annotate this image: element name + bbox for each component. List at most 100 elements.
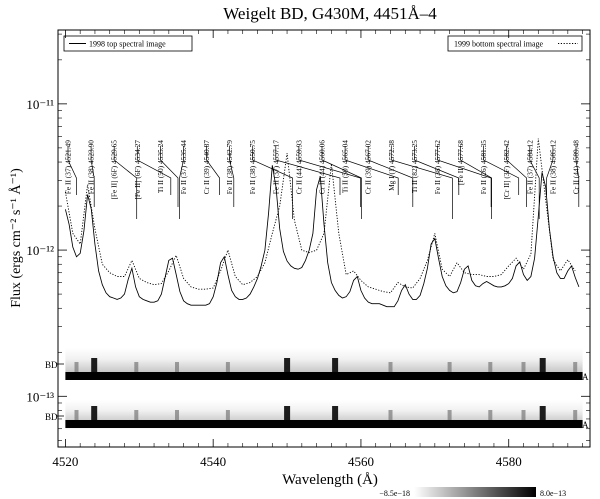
- spectral-image-emission: [284, 406, 291, 420]
- line-id-leader: [460, 146, 492, 219]
- line-id-label: Ti II (82) 4573.25: [410, 140, 419, 193]
- line-id-label: [Fe II] 4577.68: [456, 140, 465, 185]
- line-id-label: [Fe II] (6F) 4534.27: [133, 140, 142, 200]
- line-id-leader: [90, 146, 95, 207]
- colorbar-max-label: 8.0e−13: [540, 489, 566, 498]
- line-id-label: Fe II (38) 4523.90: [87, 140, 96, 194]
- x-axis-label: Wavelength (Å): [282, 472, 378, 488]
- spectral-image-emission: [573, 410, 578, 420]
- line-id-leader: [390, 146, 453, 219]
- chart-title: Weigelt BD, G430M, 4451Å–4: [223, 4, 437, 23]
- line-id-leader: [321, 146, 362, 219]
- spectral-image-emission: [388, 362, 393, 372]
- line-id-label: Fe II (38) 4585.12: [548, 140, 557, 194]
- line-id-leader: [113, 146, 138, 219]
- x-tick-label: 4540: [200, 454, 226, 469]
- spectral-image-emission: [332, 358, 339, 372]
- legend-label-left: 1998 top spectral image: [89, 40, 166, 49]
- spectral-image-emission: [539, 358, 546, 372]
- spectral-image-emission: [91, 406, 98, 420]
- line-id-leader: [437, 146, 492, 207]
- spectral-image-emission: [134, 410, 139, 420]
- x-tick-label: 4580: [496, 454, 522, 469]
- line-id-label: Cr II (39) 4567.02: [364, 140, 373, 194]
- plot-frame: [57, 29, 591, 448]
- spectral-image-emission: [573, 362, 578, 372]
- line-id-leader: [206, 146, 220, 195]
- line-id-leader: [367, 146, 414, 207]
- spectral-image-continuum: [65, 372, 583, 380]
- line-id-leader: [298, 146, 361, 207]
- spectral-image-emission: [332, 406, 339, 420]
- spectral-image-emission: [134, 362, 139, 372]
- line-id-label: Fe II (38) 4550.75: [248, 140, 257, 194]
- marker-bd: BD: [45, 360, 58, 370]
- spectral-image-emission: [74, 410, 79, 420]
- spectral-image-emission: [175, 362, 179, 372]
- line-id-label: Fe II (37) 4535.44: [179, 140, 188, 194]
- spectral-image-emission: [388, 410, 393, 420]
- line-id-leader: [229, 146, 235, 207]
- line-id-label: Ti II (50) 4535.24: [156, 140, 165, 193]
- spectral-image-emission: [175, 410, 179, 420]
- x-tick-label: 4520: [52, 454, 78, 469]
- spectral-image-emission: [447, 362, 452, 372]
- line-id-leader: [344, 146, 399, 195]
- x-tick-label: 4560: [348, 454, 374, 469]
- legend-label-right: 1999 bottom spectral image: [454, 40, 544, 49]
- line-id-leader: [529, 146, 540, 219]
- colorbar-gradient: [414, 487, 536, 497]
- legend: 1998 top spectral image 1999 bottom spec…: [63, 35, 583, 52]
- y-tick-label: 10⁻¹³: [26, 389, 54, 404]
- line-id-leader: [546, 146, 554, 195]
- line-id-label: Cr II (39) 4540.87: [202, 140, 211, 194]
- colorbar-min-label: −8.5e−18: [379, 489, 410, 498]
- spectral-image-emission: [225, 410, 230, 420]
- line-id-label: Ti II (50) 4565.04: [341, 140, 350, 193]
- line-id-label: Fe II (37) 4521.49: [64, 140, 73, 194]
- line-id-label: Fe II (37) 4584.12: [525, 140, 534, 194]
- line-id-leader: [67, 146, 77, 195]
- spectral-image-emission: [521, 410, 526, 420]
- marker-a: A: [582, 420, 589, 430]
- line-id-label: Fe II (38) 4542.79: [225, 140, 234, 194]
- line-id-label: Cr II (44) 4589.48: [572, 140, 581, 194]
- series-line-1998: [64, 165, 580, 308]
- line-id-leader: [414, 146, 460, 195]
- line-id-label: Fe II (26) 4581.35: [479, 140, 488, 194]
- y-tick-label: 10⁻¹²: [26, 243, 54, 258]
- line-id-leader: [275, 146, 341, 195]
- line-id-label: Mg I (1) 4572.38: [387, 140, 396, 191]
- legend-box-left: [63, 35, 193, 52]
- spectral-image-emission: [74, 362, 79, 372]
- line-id-label: Cr II (44) 4560.06: [318, 140, 327, 194]
- colorbar: −8.5e−18 8.0e−13: [379, 487, 566, 498]
- line-id-leader: [136, 146, 172, 195]
- line-id-label: Fe II (38) 4577.62: [433, 140, 442, 194]
- line-id-leader: [179, 146, 184, 219]
- spectral-image-emission: [488, 362, 493, 372]
- spectral-image-emission: [539, 406, 546, 420]
- line-id-leader: [160, 146, 179, 207]
- line-id-label: [Cr II] (3F) 4582.42: [502, 140, 511, 200]
- line-id-leader: [575, 146, 580, 207]
- spectral-image-emission: [91, 358, 98, 372]
- line-id-label: Fe II (37) 4557.17: [271, 140, 280, 194]
- y-tick-label: 10⁻¹¹: [26, 97, 54, 112]
- series-line-1999: [64, 138, 576, 294]
- marker-bd: BD: [45, 412, 58, 422]
- marker-a: A: [582, 372, 589, 382]
- line-id-label: Cr II (44) 4559.93: [294, 140, 303, 194]
- spectral-image-emission: [488, 410, 493, 420]
- line-id-leader: [483, 146, 520, 195]
- line-id-leader: [506, 146, 527, 207]
- spectral-image-emission: [225, 362, 230, 372]
- legend-box-right: [447, 35, 583, 52]
- spectral-image-emission: [284, 358, 291, 372]
- spectral-image-emission: [521, 362, 526, 372]
- line-id-label: [Fe II] (6F) 4529.65: [110, 140, 119, 200]
- spectral-image-continuum: [65, 420, 583, 428]
- y-axis-label: Flux (ergs cm⁻² s⁻¹ Å⁻¹): [8, 168, 24, 308]
- spectral-image-emission: [447, 410, 452, 420]
